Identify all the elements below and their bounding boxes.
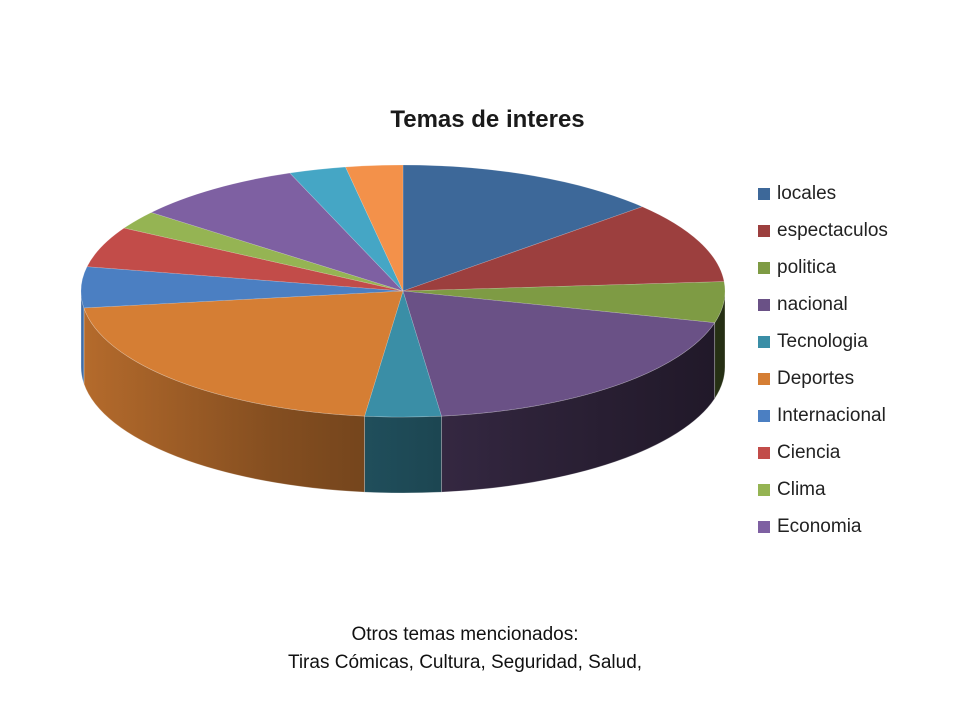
pie-slice bbox=[150, 172, 404, 292]
legend-swatch bbox=[758, 224, 770, 237]
legend-swatch bbox=[758, 409, 770, 422]
legend-label: Clima bbox=[777, 478, 826, 500]
legend-item: nacional bbox=[758, 286, 888, 323]
legend-label: politica bbox=[777, 256, 837, 278]
legend-item: Tecnologia bbox=[758, 323, 888, 360]
legend-label: Economia bbox=[777, 515, 862, 537]
pie-slice bbox=[86, 227, 404, 292]
legend-item: Ciencia bbox=[758, 434, 888, 471]
pie-slice bbox=[364, 289, 442, 418]
legend-item: Economia bbox=[758, 508, 888, 545]
pie-slice bbox=[402, 164, 644, 292]
legend-swatch bbox=[758, 372, 770, 385]
pie-slice bbox=[402, 206, 725, 292]
legend-swatch bbox=[758, 187, 770, 200]
legend-label: Tecnologia bbox=[777, 330, 868, 352]
legend-swatch bbox=[758, 446, 770, 459]
pie-slice bbox=[345, 164, 404, 292]
pie-slice bbox=[123, 212, 404, 292]
pie-slice bbox=[83, 290, 404, 417]
legend-label: Deportes bbox=[777, 367, 855, 389]
legend-swatch bbox=[758, 520, 770, 533]
legend-swatch bbox=[758, 298, 770, 311]
footnote: Otros temas mencionados: Tiras Cómicas, … bbox=[0, 621, 930, 677]
pie-slice bbox=[80, 266, 404, 309]
legend-swatch bbox=[758, 483, 770, 496]
legend-swatch bbox=[758, 335, 770, 348]
legend-item: locales bbox=[758, 175, 888, 212]
legend-label: Ciencia bbox=[777, 441, 841, 463]
pie-slice bbox=[402, 290, 716, 417]
legend-item: espectaculos bbox=[758, 212, 888, 249]
legend-item: Deportes bbox=[758, 360, 888, 397]
legend-label: locales bbox=[777, 182, 837, 204]
chart-legend: locales espectaculos politica nacional Tecno… bbox=[758, 175, 888, 545]
chart-title: Temas de interes bbox=[390, 106, 585, 133]
legend-item: Clima bbox=[758, 471, 888, 508]
pie-slice bbox=[402, 281, 726, 324]
pie-slice bbox=[289, 166, 404, 292]
legend-item: Internacional bbox=[758, 397, 888, 434]
legend-label: nacional bbox=[777, 293, 848, 315]
pie-slice-side bbox=[364, 415, 442, 494]
legend-label: espectaculos bbox=[777, 219, 888, 241]
legend-item: politica bbox=[758, 249, 888, 286]
footnote-line-2: Tiras Cómicas, Cultura, Seguridad, Salud… bbox=[287, 652, 643, 673]
legend-swatch bbox=[758, 261, 770, 274]
legend-label: Internacional bbox=[777, 404, 886, 426]
footnote-line-1: Otros temas mencionados: bbox=[351, 624, 579, 645]
